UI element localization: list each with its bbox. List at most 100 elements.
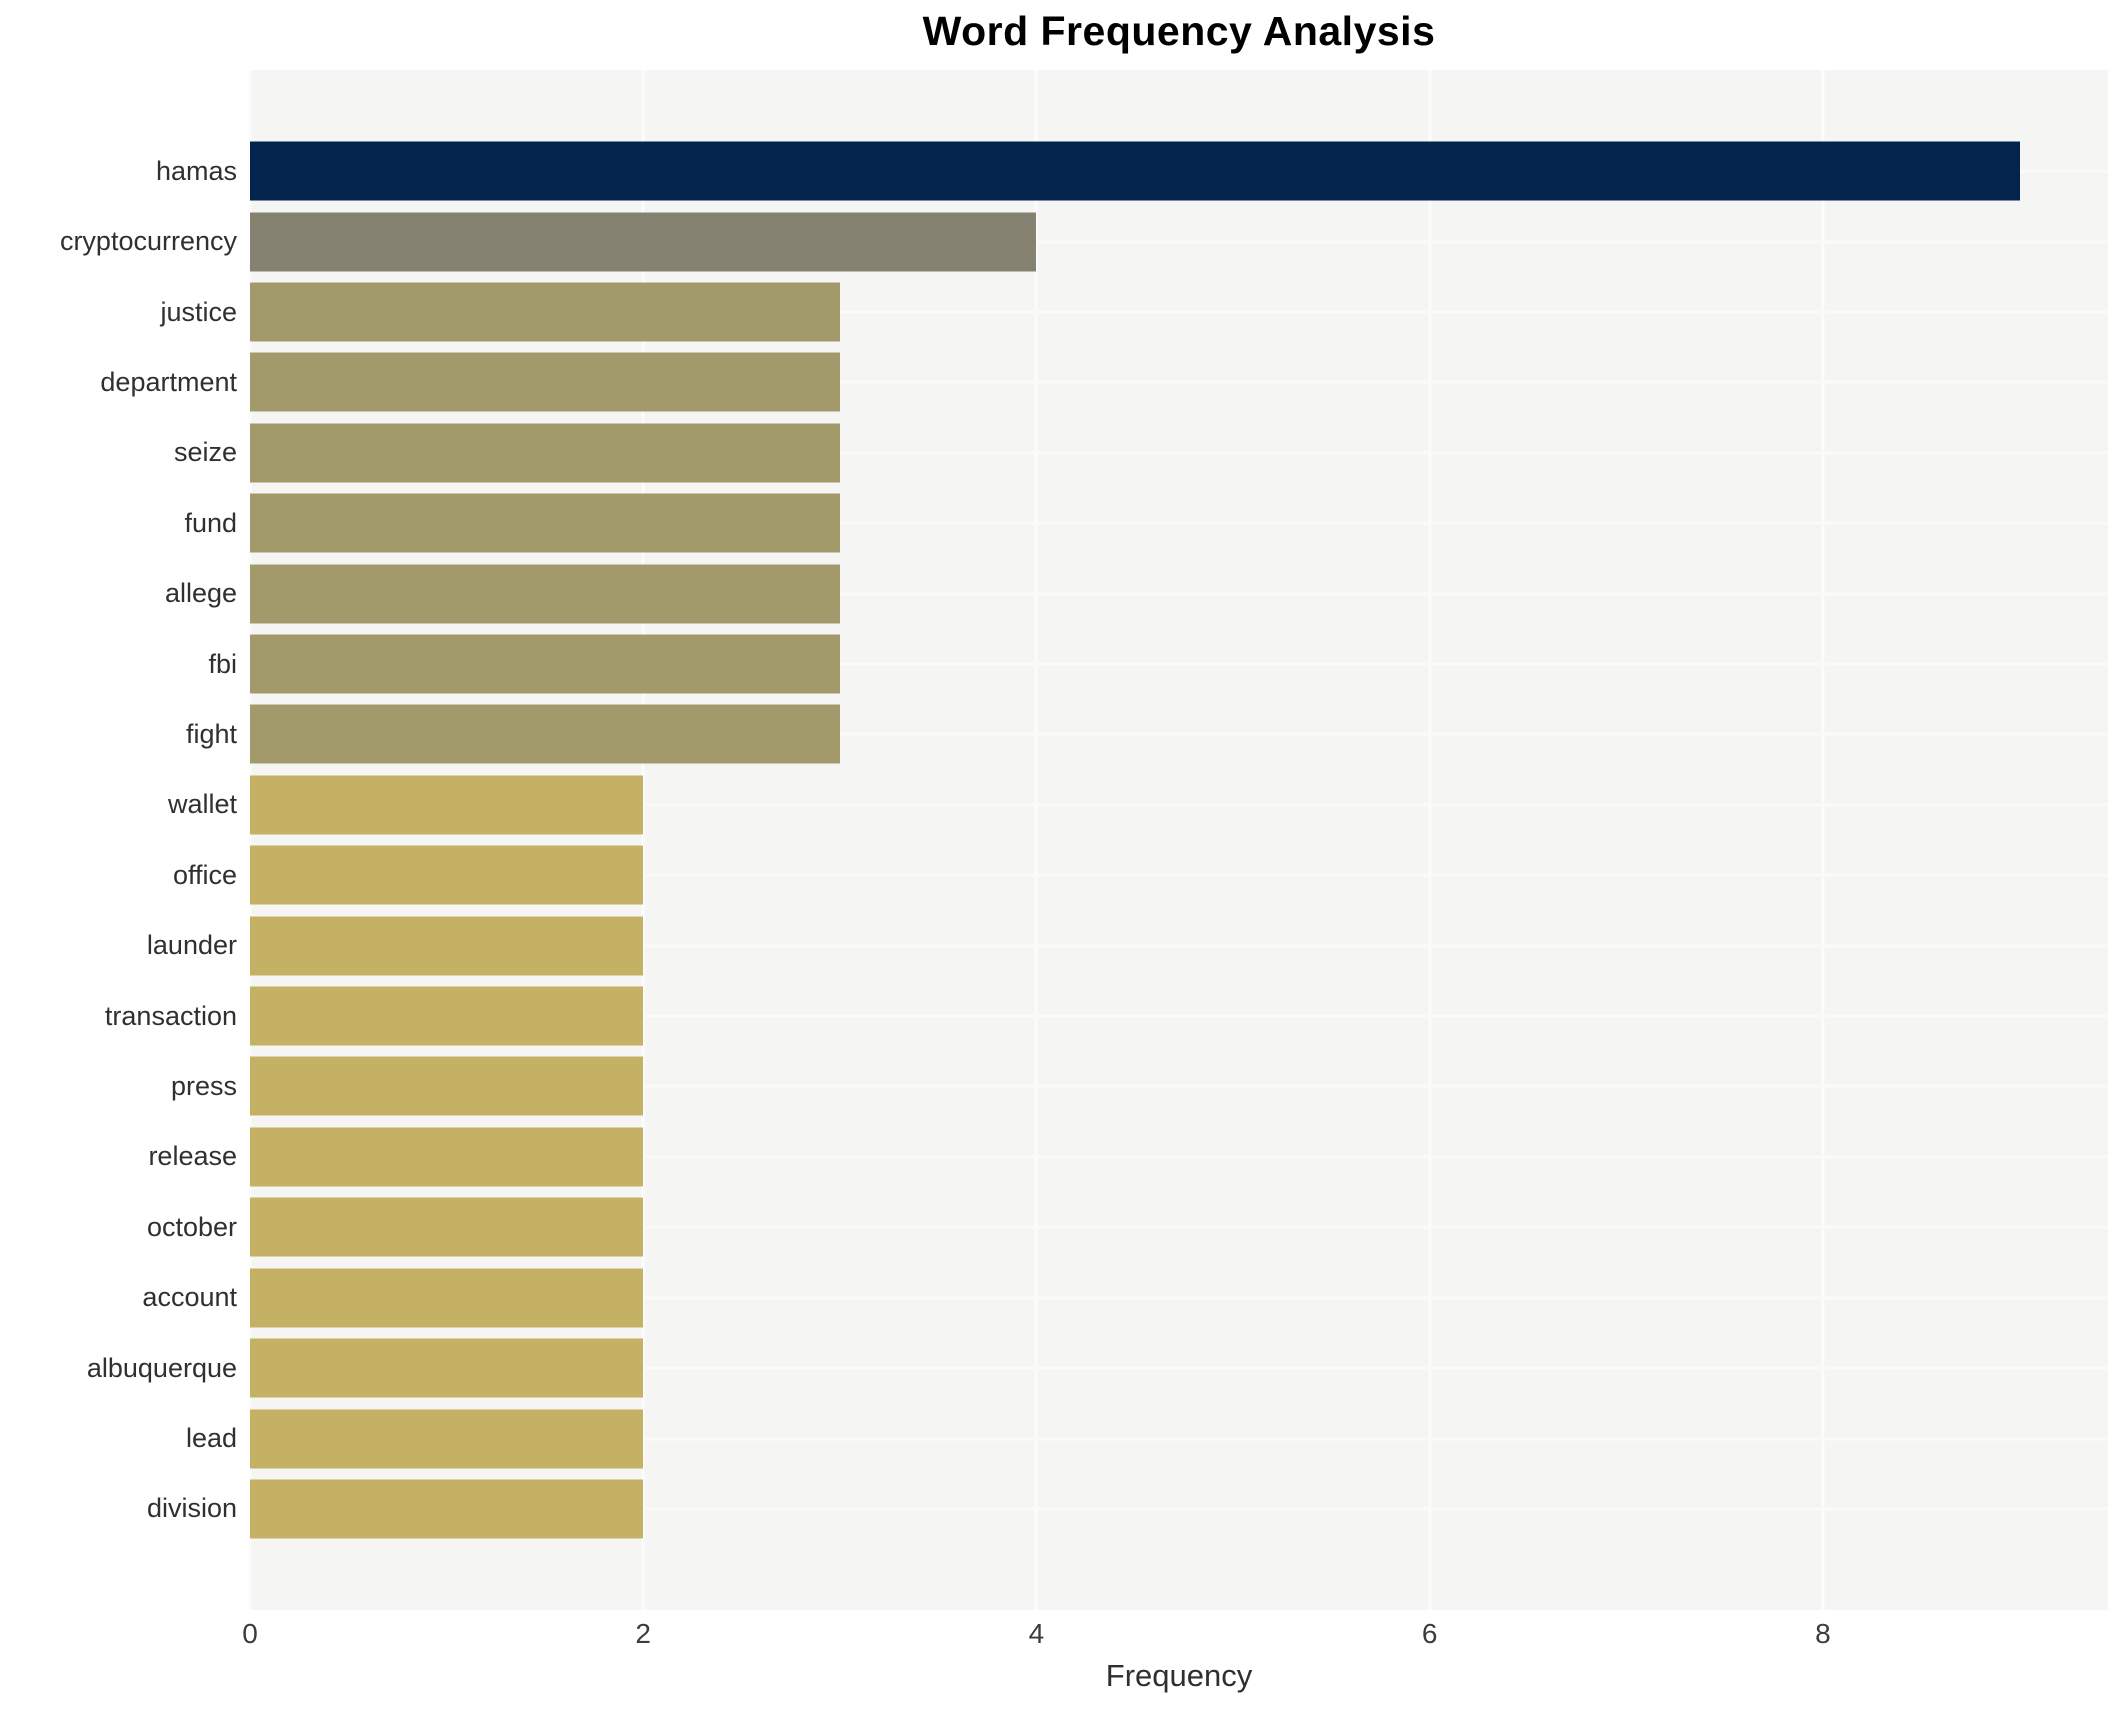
chart-row: justice [0, 277, 2128, 347]
y-tick-label: release [148, 1141, 237, 1172]
bar-hamas [250, 141, 2020, 201]
chart-row: cryptocurrency [0, 206, 2128, 276]
bar-track [250, 418, 2108, 488]
y-tick-label: launder [146, 930, 237, 961]
horizontal-gridline [250, 380, 2108, 384]
bar-track [250, 1333, 2108, 1403]
bar-track [250, 1474, 2108, 1544]
bar-allege [250, 564, 840, 624]
y-tick-label: allege [164, 578, 237, 609]
horizontal-gridline [250, 1155, 2108, 1159]
chart-row: transaction [0, 981, 2128, 1051]
chart-row: department [0, 347, 2128, 417]
horizontal-gridline [250, 1366, 2108, 1370]
y-tick-label: fbi [208, 648, 237, 679]
bar-track [250, 840, 2108, 910]
bar-seize [250, 423, 840, 483]
horizontal-gridline [250, 732, 2108, 736]
horizontal-gridline [250, 1296, 2108, 1300]
bar-track [250, 1263, 2108, 1333]
x-tick-label: 4 [1028, 1618, 1045, 1649]
y-tick-label: transaction [104, 1000, 237, 1031]
y-tick-label: wallet [167, 789, 237, 820]
bar-track [250, 206, 2108, 276]
chart-row: division [0, 1474, 2128, 1544]
chart-row: press [0, 1051, 2128, 1121]
chart-row: fight [0, 699, 2128, 769]
bar-office [250, 845, 644, 905]
bar-account [250, 1268, 644, 1328]
bar-track [250, 488, 2108, 558]
y-tick-label: account [142, 1282, 237, 1313]
chart-row: account [0, 1263, 2128, 1333]
chart-row: fund [0, 488, 2128, 558]
chart-row: office [0, 840, 2128, 910]
y-tick-label: cryptocurrency [59, 226, 237, 257]
bar-release [250, 1127, 644, 1187]
x-axis-title: Frequency [1105, 1658, 1253, 1693]
bar-track [250, 136, 2108, 206]
horizontal-gridline [250, 944, 2108, 948]
vertical-gridline [1034, 70, 1038, 1610]
y-tick-label: department [100, 366, 237, 397]
x-tick-label: 2 [635, 1618, 652, 1649]
chart-row: albuquerque [0, 1333, 2128, 1403]
bar-cryptocurrency [250, 212, 1037, 272]
x-tick-label: 0 [242, 1618, 258, 1649]
horizontal-gridline [250, 662, 2108, 666]
horizontal-gridline [250, 1437, 2108, 1441]
bar-track [250, 1192, 2108, 1262]
y-tick-label: albuquerque [86, 1352, 237, 1383]
horizontal-gridline [250, 1225, 2108, 1229]
x-axis-ticks: 0 2 4 6 8 [0, 1618, 2128, 1654]
y-tick-label: office [172, 859, 237, 890]
y-tick-label: press [170, 1070, 237, 1101]
y-tick-label: fight [185, 718, 237, 749]
bar-track [250, 1403, 2108, 1473]
bar-track [250, 277, 2108, 347]
bar-october [250, 1197, 644, 1257]
y-tick-label: fund [184, 507, 237, 538]
y-tick-label: justice [160, 296, 237, 327]
bar-launder [250, 916, 644, 976]
bar-wallet [250, 775, 644, 835]
horizontal-gridline [250, 1014, 2108, 1018]
bar-lead [250, 1409, 644, 1469]
bar-fbi [250, 634, 840, 694]
bar-fight [250, 704, 840, 764]
chart-row: lead [0, 1403, 2128, 1473]
chart-row: wallet [0, 770, 2128, 840]
bar-track [250, 347, 2108, 417]
horizontal-gridline [250, 592, 2108, 596]
horizontal-gridline [250, 803, 2108, 807]
y-tick-label: october [146, 1211, 237, 1242]
y-tick-label: lead [185, 1423, 237, 1454]
bar-track [250, 770, 2108, 840]
y-tick-label: hamas [155, 155, 237, 186]
chart-row: october [0, 1192, 2128, 1262]
chart-row: seize [0, 418, 2128, 488]
vertical-gridline [1821, 70, 1825, 1610]
bar-department [250, 352, 840, 412]
chart-area: hamas cryptocurrency justice department seiz… [0, 70, 2128, 1610]
horizontal-gridline [250, 873, 2108, 877]
horizontal-gridline [250, 451, 2108, 455]
horizontal-gridline [250, 1084, 2108, 1088]
chart-title: Word Frequency Analysis [922, 8, 1436, 54]
chart-row: hamas [0, 136, 2128, 206]
bar-track [250, 910, 2108, 980]
chart-rows: hamas cryptocurrency justice department seiz… [0, 70, 2128, 1610]
horizontal-gridline [250, 1507, 2108, 1511]
y-tick-label: division [146, 1493, 237, 1524]
chart-row: allege [0, 558, 2128, 628]
bar-track [250, 699, 2108, 769]
x-tick-label: 6 [1421, 1618, 1438, 1649]
bar-division [250, 1479, 644, 1539]
bar-track [250, 981, 2108, 1051]
bar-press [250, 1056, 644, 1116]
horizontal-gridline [250, 310, 2108, 314]
bar-albuquerque [250, 1338, 644, 1398]
chart-row: fbi [0, 629, 2128, 699]
y-tick-label: seize [173, 437, 237, 468]
